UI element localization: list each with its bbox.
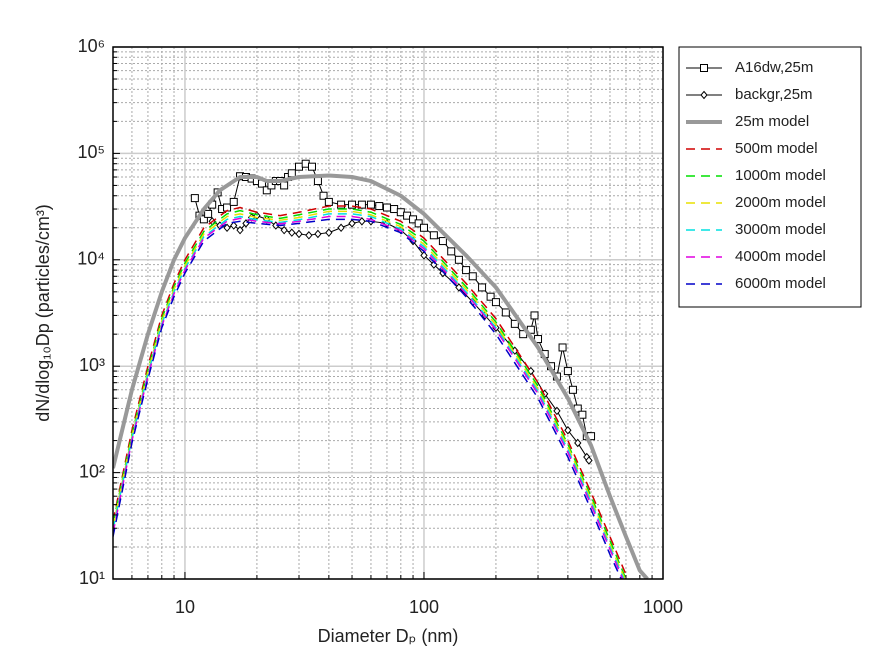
x-tick-label: 1000 <box>643 597 683 617</box>
marker <box>236 225 244 235</box>
y-axis-label: dN/dlog₁₀Dp (particles/cm³) <box>33 204 53 422</box>
marker <box>478 283 487 292</box>
marker <box>468 272 477 281</box>
x-axis-label: Diameter Dₚ (nm) <box>318 626 459 646</box>
marker <box>348 219 356 228</box>
plot-area <box>113 47 663 579</box>
series-layer <box>113 159 649 579</box>
marker <box>510 319 519 328</box>
marker <box>348 200 357 209</box>
series-line <box>113 210 626 579</box>
marker <box>375 202 384 211</box>
marker <box>190 194 199 203</box>
marker <box>585 456 593 465</box>
marker <box>530 311 539 320</box>
marker <box>447 247 456 256</box>
legend-label: 4000m model <box>735 248 826 265</box>
marker <box>314 229 322 239</box>
marker <box>429 231 438 240</box>
marker <box>568 385 577 394</box>
marker <box>325 228 333 237</box>
marker <box>438 237 447 246</box>
marker <box>553 406 561 416</box>
y-tick-label: 10⁵ <box>78 142 105 162</box>
marker <box>294 162 303 171</box>
marker <box>563 367 572 376</box>
marker <box>305 231 313 240</box>
marker <box>307 162 316 171</box>
y-tick-label: 10³ <box>79 355 105 375</box>
marker <box>564 425 572 435</box>
marker <box>700 90 708 100</box>
marker <box>313 177 322 186</box>
marker <box>486 292 495 301</box>
series-line <box>113 173 649 579</box>
marker <box>229 197 238 206</box>
y-tick-label: 10⁶ <box>78 36 105 56</box>
marker <box>280 181 289 190</box>
marker <box>414 219 423 228</box>
plot-frame <box>112 46 664 580</box>
marker <box>287 169 296 178</box>
series-line <box>113 215 624 579</box>
marker <box>558 343 567 352</box>
series-line <box>113 218 623 579</box>
legend-label: 3000m model <box>735 221 826 238</box>
y-tick-label: 10⁴ <box>77 249 105 269</box>
y-tick-label: 10² <box>79 461 105 481</box>
x-tick-label: 10 <box>175 597 195 617</box>
legend-label: A16dw,25m <box>735 59 813 76</box>
marker <box>262 186 271 195</box>
ticks: 10 100 1000 10¹ 10² 10³ 10⁴ 10⁵ 10⁶ <box>77 36 683 617</box>
marker <box>574 438 582 448</box>
marker <box>700 64 708 72</box>
legend-label: 1000m model <box>735 167 826 184</box>
legend-label: 2000m model <box>735 194 826 211</box>
marker <box>358 217 366 226</box>
marker <box>337 200 346 209</box>
marker <box>390 205 399 214</box>
marker <box>337 223 345 233</box>
marker <box>382 203 391 212</box>
series-line <box>113 208 627 579</box>
marker <box>578 410 587 419</box>
marker <box>272 221 280 230</box>
marker <box>280 225 288 235</box>
y-tick-label: 10¹ <box>79 568 105 588</box>
marker <box>357 200 366 209</box>
legend-label: 25m model <box>735 113 809 130</box>
marker <box>199 215 208 224</box>
marker <box>295 229 303 239</box>
marker <box>491 298 500 307</box>
legend-label: 500m model <box>735 140 818 157</box>
marker <box>204 209 213 218</box>
series-line <box>113 205 627 575</box>
x-tick-label: 100 <box>409 597 439 617</box>
marker <box>420 251 428 260</box>
legend: A16dw,25m backgr,25m 25m model 500m model 10… <box>678 46 862 308</box>
marker <box>366 200 375 209</box>
marker <box>288 228 296 237</box>
marker <box>501 308 510 317</box>
marker <box>409 215 418 224</box>
marker <box>230 221 238 230</box>
marker <box>455 283 463 292</box>
marker <box>454 255 463 264</box>
marker <box>319 191 328 200</box>
marker <box>462 266 471 275</box>
legend-label: backgr,25m <box>735 86 813 103</box>
legend-label: 6000m model <box>735 275 826 292</box>
legend-box <box>678 46 862 308</box>
marker <box>223 223 231 233</box>
marker <box>419 223 428 232</box>
marker <box>324 197 333 206</box>
